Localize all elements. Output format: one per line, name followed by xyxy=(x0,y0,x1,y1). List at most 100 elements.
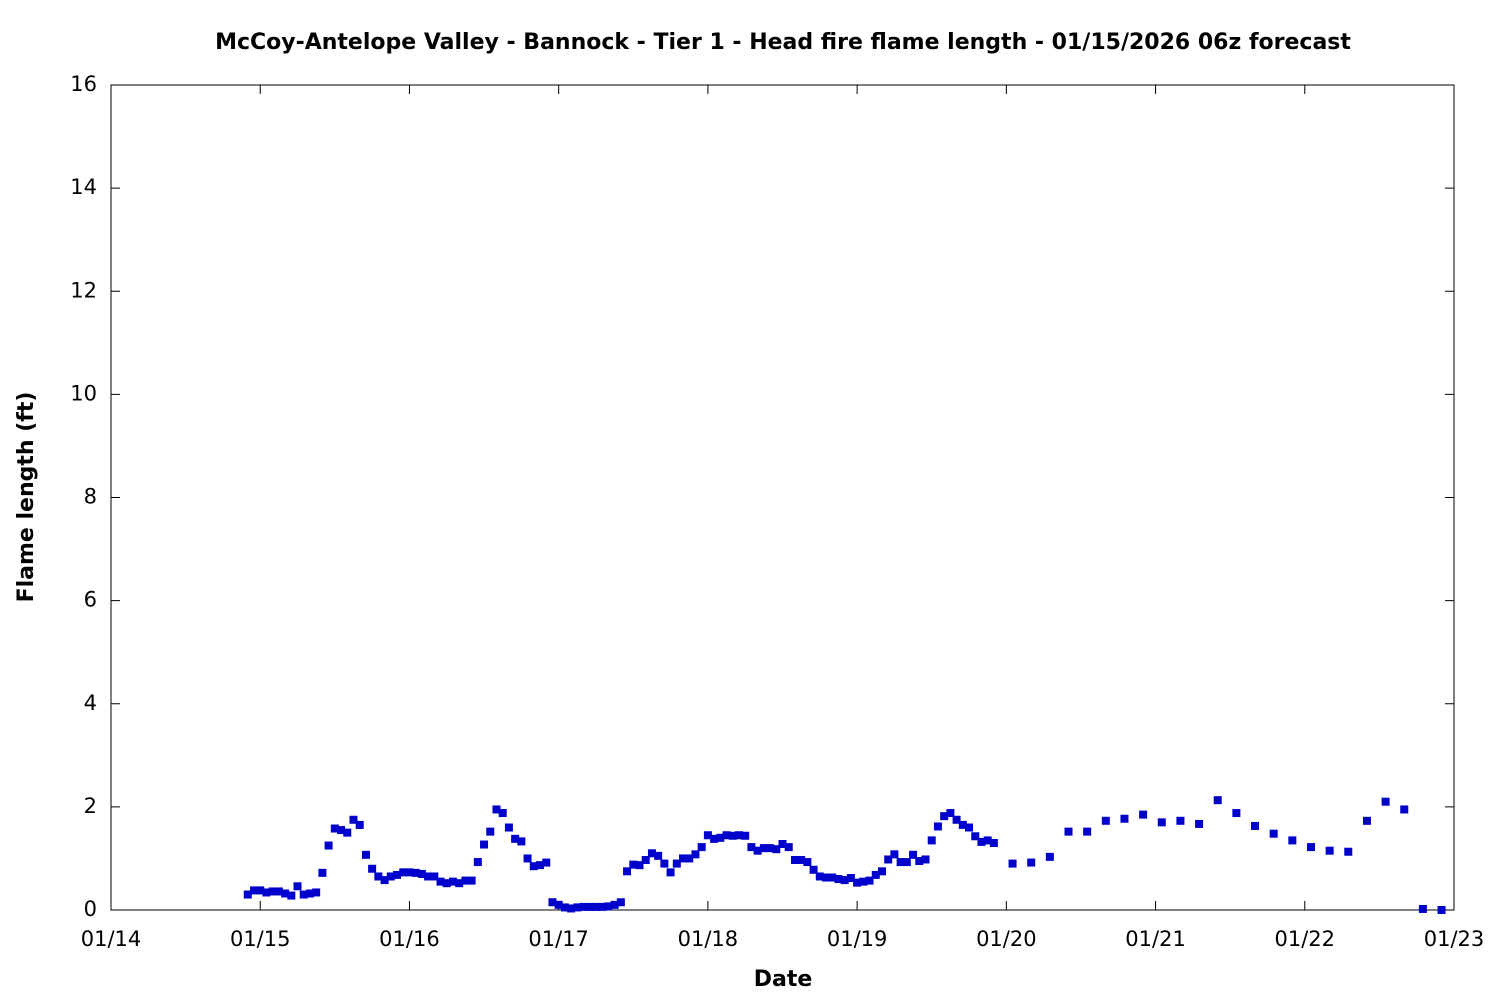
point xyxy=(965,823,974,832)
x-tick-label: 01/18 xyxy=(678,927,739,951)
point xyxy=(393,870,402,879)
point xyxy=(504,823,513,832)
point xyxy=(380,876,389,885)
point xyxy=(1437,906,1446,914)
point xyxy=(610,900,619,909)
point xyxy=(989,838,998,847)
point xyxy=(716,833,725,842)
point xyxy=(635,861,644,870)
point xyxy=(921,855,930,864)
point xyxy=(654,851,663,860)
point xyxy=(679,854,688,863)
point xyxy=(952,815,961,824)
point xyxy=(890,850,899,859)
point xyxy=(685,854,694,863)
point xyxy=(1251,821,1260,830)
y-tick-label: 2 xyxy=(84,794,97,818)
point xyxy=(324,841,333,850)
point xyxy=(927,836,936,845)
point xyxy=(884,855,893,864)
y-tick-label: 0 xyxy=(84,897,97,921)
x-tick-label: 01/16 xyxy=(379,927,440,951)
point xyxy=(355,820,364,829)
point xyxy=(548,898,557,907)
point xyxy=(573,903,582,912)
point xyxy=(641,855,650,864)
point xyxy=(691,850,700,859)
point xyxy=(318,868,327,877)
point xyxy=(896,858,905,867)
point xyxy=(1213,796,1222,805)
point xyxy=(846,874,855,883)
point xyxy=(424,872,433,881)
point xyxy=(405,868,414,877)
point xyxy=(436,877,445,886)
x-tick-label: 01/14 xyxy=(81,927,142,951)
point xyxy=(517,837,526,846)
point xyxy=(480,840,489,849)
point xyxy=(1288,836,1297,845)
point xyxy=(734,831,743,840)
point xyxy=(946,809,955,818)
y-tick-label: 16 xyxy=(70,72,97,96)
point xyxy=(1027,858,1036,867)
point xyxy=(815,872,824,881)
point xyxy=(442,879,451,888)
point xyxy=(828,873,837,882)
point xyxy=(1120,814,1129,823)
point xyxy=(915,857,924,866)
point xyxy=(1325,846,1334,855)
point xyxy=(374,872,383,881)
point xyxy=(343,828,352,837)
point xyxy=(1101,816,1110,825)
chart-title: McCoy-Antelope Valley - Bannock - Tier 1… xyxy=(215,30,1351,55)
point xyxy=(1400,805,1409,814)
point xyxy=(399,868,408,877)
point xyxy=(859,877,868,886)
point xyxy=(511,834,520,843)
point xyxy=(853,878,862,887)
point xyxy=(1045,852,1054,861)
point xyxy=(1157,818,1166,827)
point xyxy=(467,876,476,885)
point xyxy=(790,855,799,864)
point xyxy=(523,854,532,863)
point xyxy=(461,876,470,885)
point xyxy=(753,846,762,855)
point xyxy=(803,858,812,867)
point xyxy=(623,867,632,876)
point xyxy=(797,855,806,864)
point xyxy=(567,904,576,913)
point xyxy=(1064,827,1073,836)
point xyxy=(840,876,849,885)
point xyxy=(710,834,719,843)
point xyxy=(349,815,358,824)
x-axis-label: Date xyxy=(754,967,813,992)
point xyxy=(666,868,675,877)
point xyxy=(660,859,669,868)
point xyxy=(822,873,831,882)
point xyxy=(1232,809,1241,818)
point xyxy=(1362,816,1371,825)
point xyxy=(305,889,314,898)
point xyxy=(741,831,750,840)
point xyxy=(591,902,600,911)
point xyxy=(337,826,346,835)
point xyxy=(1418,904,1427,913)
point xyxy=(629,860,638,869)
point xyxy=(430,872,439,881)
x-tick-label: 01/21 xyxy=(1125,927,1186,951)
point xyxy=(536,861,545,870)
point xyxy=(766,844,775,853)
point xyxy=(672,859,681,868)
point xyxy=(492,805,501,814)
x-tick-label: 01/23 xyxy=(1424,927,1485,951)
point xyxy=(250,886,259,895)
y-tick-label: 6 xyxy=(84,588,97,612)
point xyxy=(604,902,613,911)
point xyxy=(865,876,874,885)
point xyxy=(274,887,283,896)
point xyxy=(1381,797,1390,806)
